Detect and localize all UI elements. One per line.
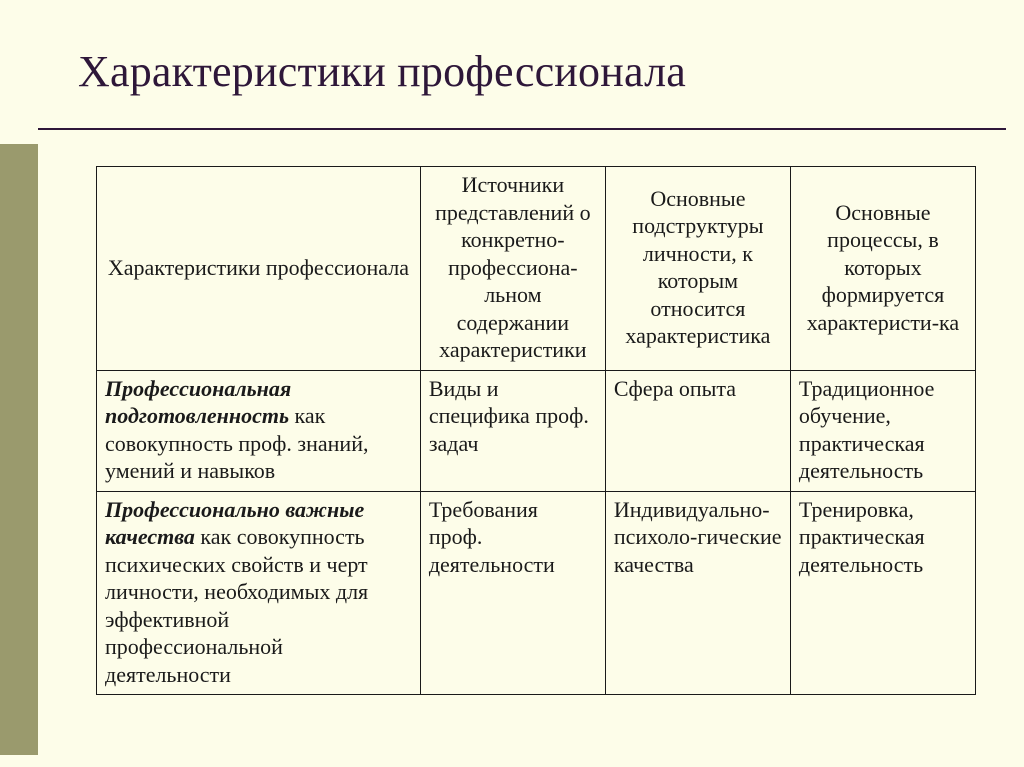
table-container: Характеристики профессионала Источники п… <box>96 166 976 695</box>
cell-r0c2: Сфера опыта <box>605 370 790 491</box>
cell-r0c1: Виды и специфика проф. задач <box>420 370 605 491</box>
cell-r1c1: Требования проф. деятельности <box>420 491 605 695</box>
cell-r1c2: Индивидуально-психоло-гические качества <box>605 491 790 695</box>
cell-emph: Профессиональная подготовленность <box>105 376 291 429</box>
cell-r1c3: Тренировка, практическая деятельность <box>790 491 975 695</box>
accent-sidebar <box>0 144 38 755</box>
col-header-2: Основные подструктуры личности, к которы… <box>605 167 790 371</box>
table-row: Профессионально важные качества как сово… <box>97 491 976 695</box>
slide-title: Характеристики профессионала <box>78 46 686 97</box>
title-underline <box>38 128 1006 130</box>
col-header-3: Основные процессы, в которых формируется… <box>790 167 975 371</box>
col-header-1: Источники представлений о конкретно-проф… <box>420 167 605 371</box>
cell-r0c3: Традиционное обучение, практическая деят… <box>790 370 975 491</box>
table-header-row: Характеристики профессионала Источники п… <box>97 167 976 371</box>
cell-r1c0: Профессионально важные качества как сово… <box>97 491 421 695</box>
col-header-0: Характеристики профессионала <box>97 167 421 371</box>
characteristics-table: Характеристики профессионала Источники п… <box>96 166 976 695</box>
cell-r0c0: Профессиональная подготовленность как со… <box>97 370 421 491</box>
table-row: Профессиональная подготовленность как со… <box>97 370 976 491</box>
slide: Характеристики профессионала Характерист… <box>0 0 1024 767</box>
